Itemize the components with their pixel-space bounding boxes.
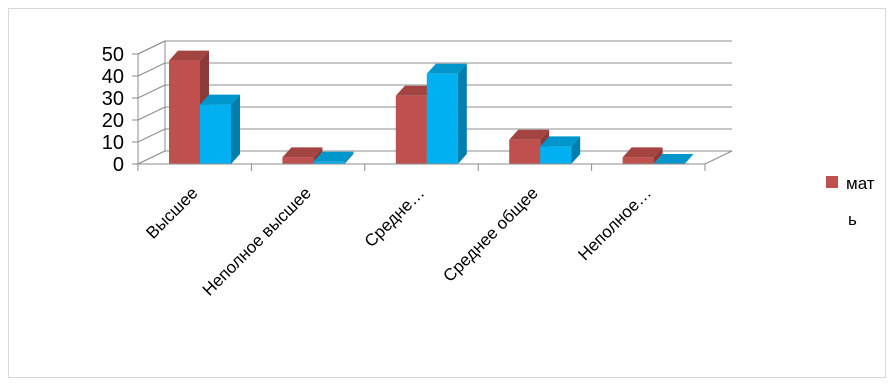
bar-front (509, 139, 541, 164)
bar-top (200, 94, 240, 105)
axes (132, 53, 706, 171)
x-tick-label: Высшее (142, 183, 201, 242)
bar-front (426, 73, 458, 164)
bar-front (169, 60, 200, 164)
legend: мат ь (826, 174, 875, 229)
bar-front (282, 157, 314, 164)
bar-front (540, 146, 572, 164)
bar-top (509, 129, 550, 140)
bar-side (344, 151, 354, 164)
bar-side (653, 147, 663, 164)
bar-top (313, 151, 354, 162)
y-tick-label: 20 (102, 110, 124, 132)
y-tick-label: 30 (102, 88, 124, 110)
bar-front (395, 95, 427, 164)
bar-side (457, 63, 467, 164)
bar-top (169, 50, 209, 61)
x-tick-label: Среднее общее (439, 183, 541, 285)
bar-side (571, 136, 581, 164)
y-tick-label: 40 (102, 66, 124, 88)
bar-top (540, 136, 581, 147)
bar-top (395, 85, 436, 96)
bar-side (231, 94, 240, 164)
legend-swatch-mat (826, 176, 838, 188)
gridline-side (137, 84, 166, 99)
bar (313, 151, 354, 164)
bar (426, 63, 467, 164)
bar (653, 154, 694, 164)
bar (200, 94, 240, 164)
bar-front (200, 104, 231, 164)
bars (169, 50, 694, 164)
gridline-side (137, 62, 166, 77)
bar-top (426, 63, 467, 74)
bar-top (622, 147, 663, 158)
y-tick-label: 0 (113, 154, 124, 176)
x-tick-label: Неполное высшее (199, 183, 315, 299)
y-tick-label: 10 (102, 132, 124, 154)
y-tick-label: 50 (102, 44, 124, 66)
bar (540, 136, 581, 164)
bar-top (282, 147, 323, 158)
bar (622, 147, 663, 164)
side-wall (137, 40, 166, 165)
gridline-side (137, 128, 166, 143)
gridline-side (137, 106, 166, 121)
legend-label-line-2: ь (848, 210, 857, 229)
legend-label-line-1: мат (846, 174, 875, 193)
x-tick-label: Средне… (361, 183, 429, 251)
bar-front (313, 161, 345, 164)
bar-top (653, 154, 694, 164)
gridline-side (137, 40, 166, 55)
bar-front (622, 157, 654, 164)
x-tick-label: Неполное… (574, 183, 655, 264)
